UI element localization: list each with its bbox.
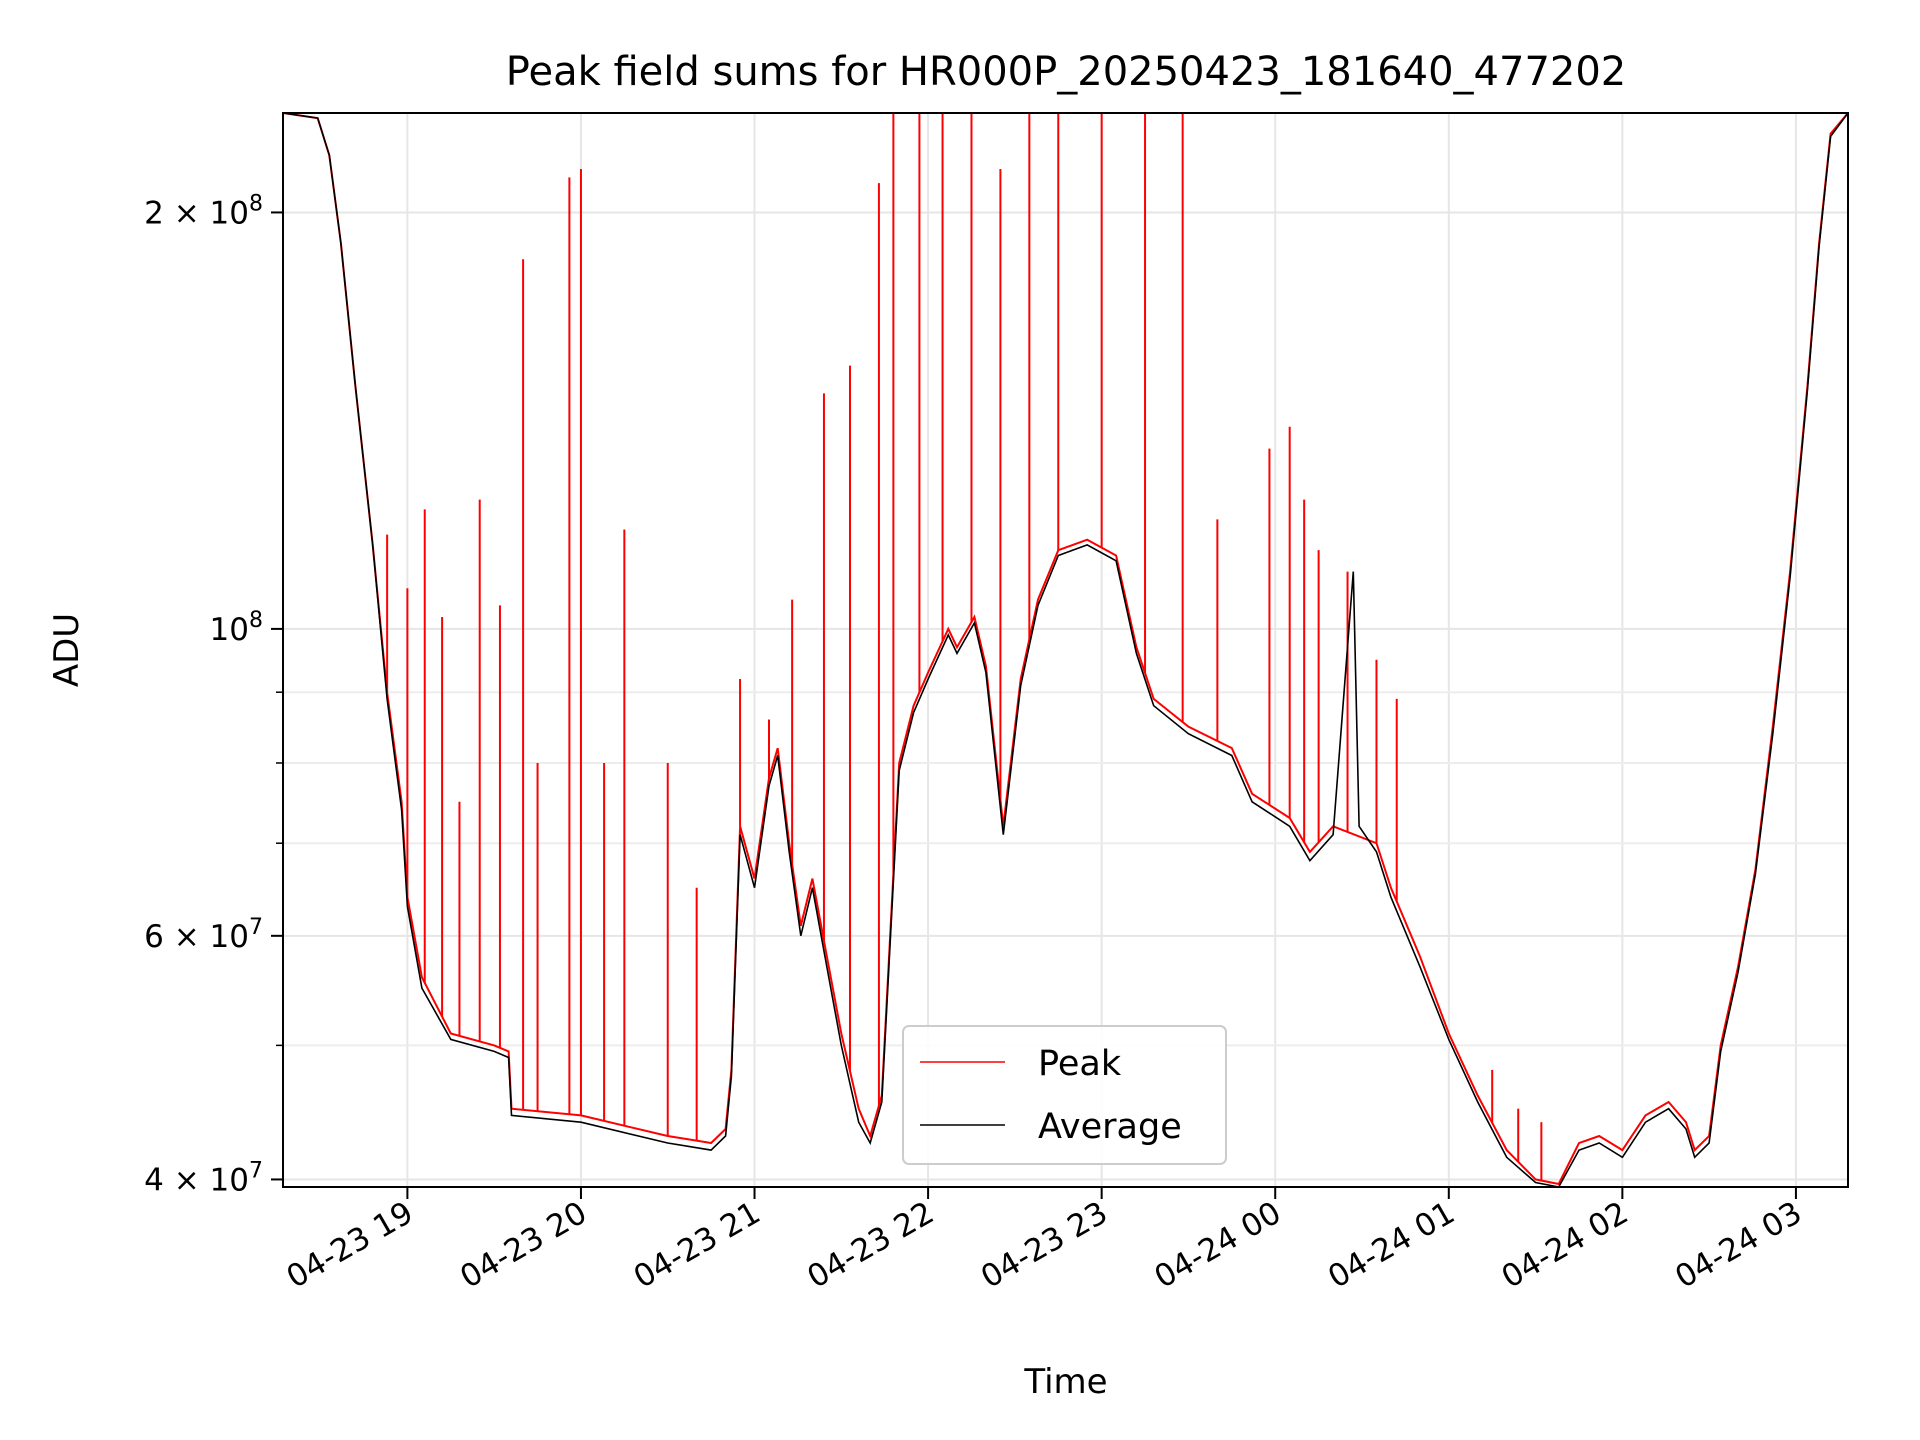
- x-axis-label: Time: [1023, 1362, 1107, 1402]
- y-axis-label: ADU: [47, 613, 87, 687]
- series-area: [282, 112, 1849, 1188]
- y-tick-label: 4 × 107: [144, 1158, 263, 1198]
- legend-label-peak: Peak: [1038, 1044, 1122, 1084]
- legend-box: [902, 1025, 1227, 1165]
- legend: Peak Average: [902, 1025, 1227, 1165]
- y-tick-label: 2 × 108: [144, 191, 263, 231]
- y-tick-label: 108: [210, 608, 263, 648]
- plot-frame: [282, 112, 1849, 1188]
- series-average-line: [282, 112, 1849, 1188]
- y-tick-label: 6 × 107: [144, 915, 263, 955]
- chart-title: Peak field sums for HR000P_20250423_1816…: [506, 49, 1626, 95]
- legend-label-average: Average: [1038, 1107, 1182, 1147]
